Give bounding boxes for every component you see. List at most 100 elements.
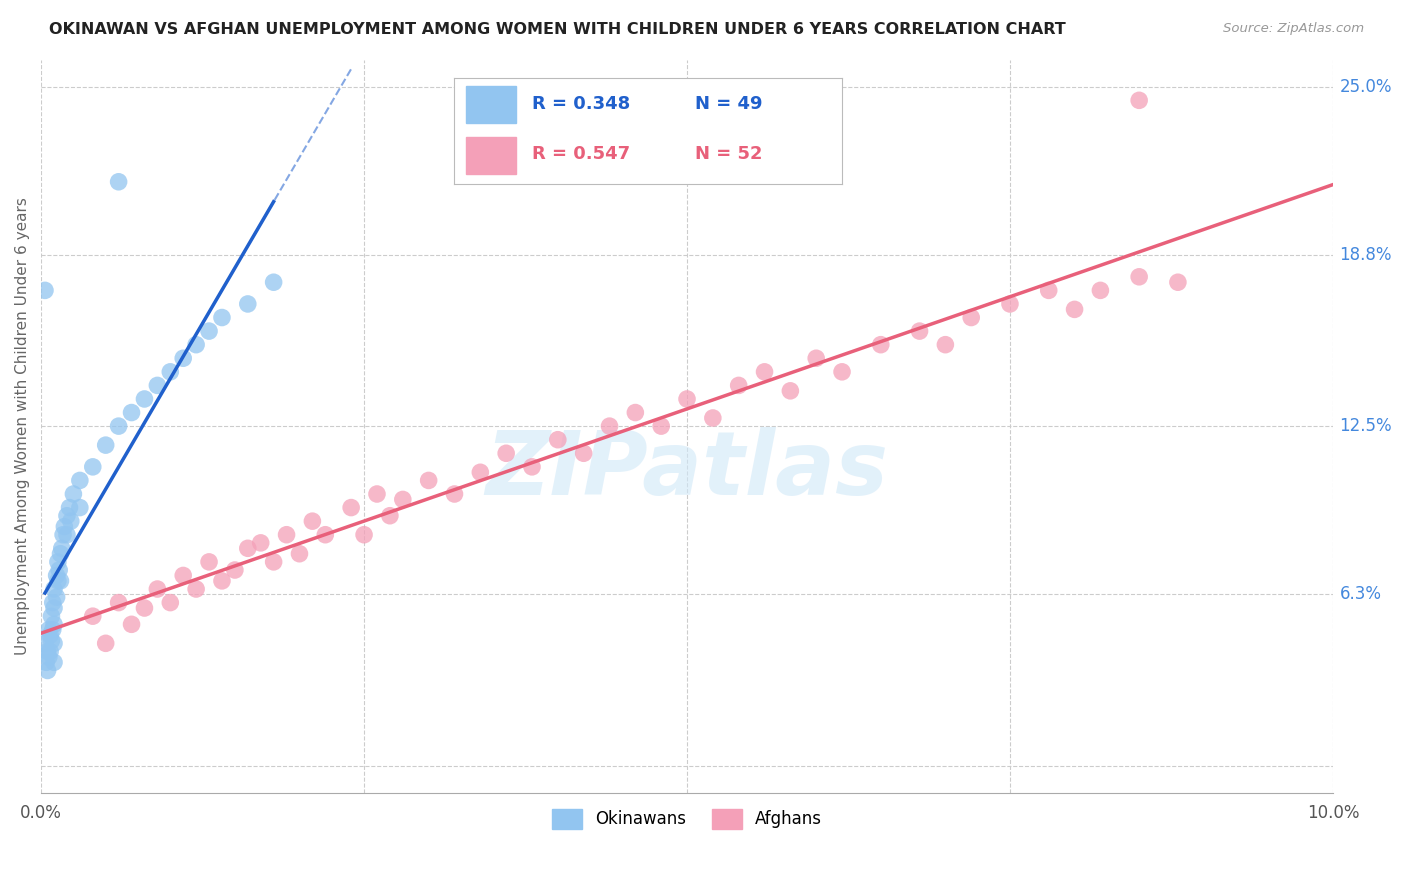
Point bbox=[39, 628, 62, 642]
Point bbox=[46, 574, 69, 588]
Y-axis label: Unemployment Among Women with Children Under 6 years: Unemployment Among Women with Children U… bbox=[15, 197, 30, 655]
Point bbox=[94, 636, 117, 650]
Point bbox=[392, 492, 415, 507]
Point bbox=[340, 500, 363, 515]
Point bbox=[45, 568, 67, 582]
Point bbox=[34, 284, 56, 298]
Point bbox=[82, 459, 104, 474]
Point bbox=[236, 541, 259, 556]
Point bbox=[159, 365, 181, 379]
Point bbox=[42, 636, 65, 650]
Point bbox=[172, 568, 194, 582]
Point bbox=[94, 438, 117, 452]
Point bbox=[51, 541, 73, 556]
Point bbox=[198, 555, 221, 569]
Point bbox=[224, 563, 246, 577]
Point bbox=[1090, 284, 1112, 298]
Point bbox=[366, 487, 388, 501]
Point bbox=[650, 419, 672, 434]
Point bbox=[41, 633, 63, 648]
Point bbox=[301, 514, 323, 528]
Point bbox=[599, 419, 621, 434]
Point bbox=[1038, 284, 1060, 298]
Point bbox=[211, 574, 233, 588]
Point bbox=[49, 547, 72, 561]
Text: Source: ZipAtlas.com: Source: ZipAtlas.com bbox=[1223, 22, 1364, 36]
Point bbox=[869, 337, 891, 351]
Point bbox=[211, 310, 233, 325]
Text: ZIPatlas: ZIPatlas bbox=[485, 426, 889, 514]
Point bbox=[547, 433, 569, 447]
Point bbox=[42, 582, 65, 596]
Point bbox=[1128, 93, 1150, 107]
Point bbox=[146, 582, 169, 596]
Point bbox=[42, 601, 65, 615]
Point bbox=[831, 365, 853, 379]
Point bbox=[1167, 275, 1189, 289]
Point bbox=[470, 465, 492, 479]
Point bbox=[908, 324, 931, 338]
Point bbox=[727, 378, 749, 392]
Point bbox=[121, 406, 143, 420]
Point bbox=[934, 337, 956, 351]
Point bbox=[49, 574, 72, 588]
Point bbox=[107, 419, 129, 434]
Point bbox=[314, 527, 336, 541]
Text: 25.0%: 25.0% bbox=[1340, 78, 1392, 95]
Point bbox=[56, 508, 79, 523]
Point bbox=[249, 536, 271, 550]
Point bbox=[779, 384, 801, 398]
Text: 18.8%: 18.8% bbox=[1340, 246, 1392, 264]
Point bbox=[263, 555, 285, 569]
Point bbox=[184, 337, 207, 351]
Point bbox=[82, 609, 104, 624]
Point bbox=[1063, 302, 1085, 317]
Point bbox=[38, 649, 60, 664]
Text: 6.3%: 6.3% bbox=[1340, 585, 1381, 604]
Point bbox=[41, 609, 63, 624]
Point bbox=[520, 459, 543, 474]
Point bbox=[42, 617, 65, 632]
Point bbox=[38, 623, 60, 637]
Point bbox=[37, 664, 59, 678]
Point bbox=[45, 590, 67, 604]
Point bbox=[806, 351, 828, 366]
Text: OKINAWAN VS AFGHAN UNEMPLOYMENT AMONG WOMEN WITH CHILDREN UNDER 6 YEARS CORRELAT: OKINAWAN VS AFGHAN UNEMPLOYMENT AMONG WO… bbox=[49, 22, 1066, 37]
Point bbox=[624, 406, 647, 420]
Point bbox=[53, 519, 76, 533]
Point bbox=[236, 297, 259, 311]
Text: 12.5%: 12.5% bbox=[1340, 417, 1392, 435]
Point bbox=[39, 644, 62, 658]
Point bbox=[353, 527, 375, 541]
Point bbox=[1128, 269, 1150, 284]
Point bbox=[184, 582, 207, 596]
Point bbox=[443, 487, 465, 501]
Point bbox=[42, 596, 65, 610]
Point bbox=[62, 487, 84, 501]
Point bbox=[59, 514, 82, 528]
Point bbox=[495, 446, 517, 460]
Point bbox=[48, 563, 70, 577]
Legend: Okinawans, Afghans: Okinawans, Afghans bbox=[546, 802, 828, 836]
Point bbox=[998, 297, 1021, 311]
Point bbox=[107, 175, 129, 189]
Point bbox=[134, 392, 156, 406]
Point bbox=[754, 365, 776, 379]
Point bbox=[198, 324, 221, 338]
Point bbox=[56, 527, 79, 541]
Point bbox=[42, 656, 65, 670]
Point bbox=[69, 474, 91, 488]
Point bbox=[69, 500, 91, 515]
Point bbox=[121, 617, 143, 632]
Point bbox=[676, 392, 699, 406]
Point bbox=[572, 446, 595, 460]
Point bbox=[276, 527, 298, 541]
Point bbox=[107, 596, 129, 610]
Point bbox=[134, 601, 156, 615]
Point bbox=[52, 527, 75, 541]
Point bbox=[34, 636, 56, 650]
Point bbox=[172, 351, 194, 366]
Point bbox=[58, 500, 80, 515]
Point bbox=[42, 623, 65, 637]
Point bbox=[146, 378, 169, 392]
